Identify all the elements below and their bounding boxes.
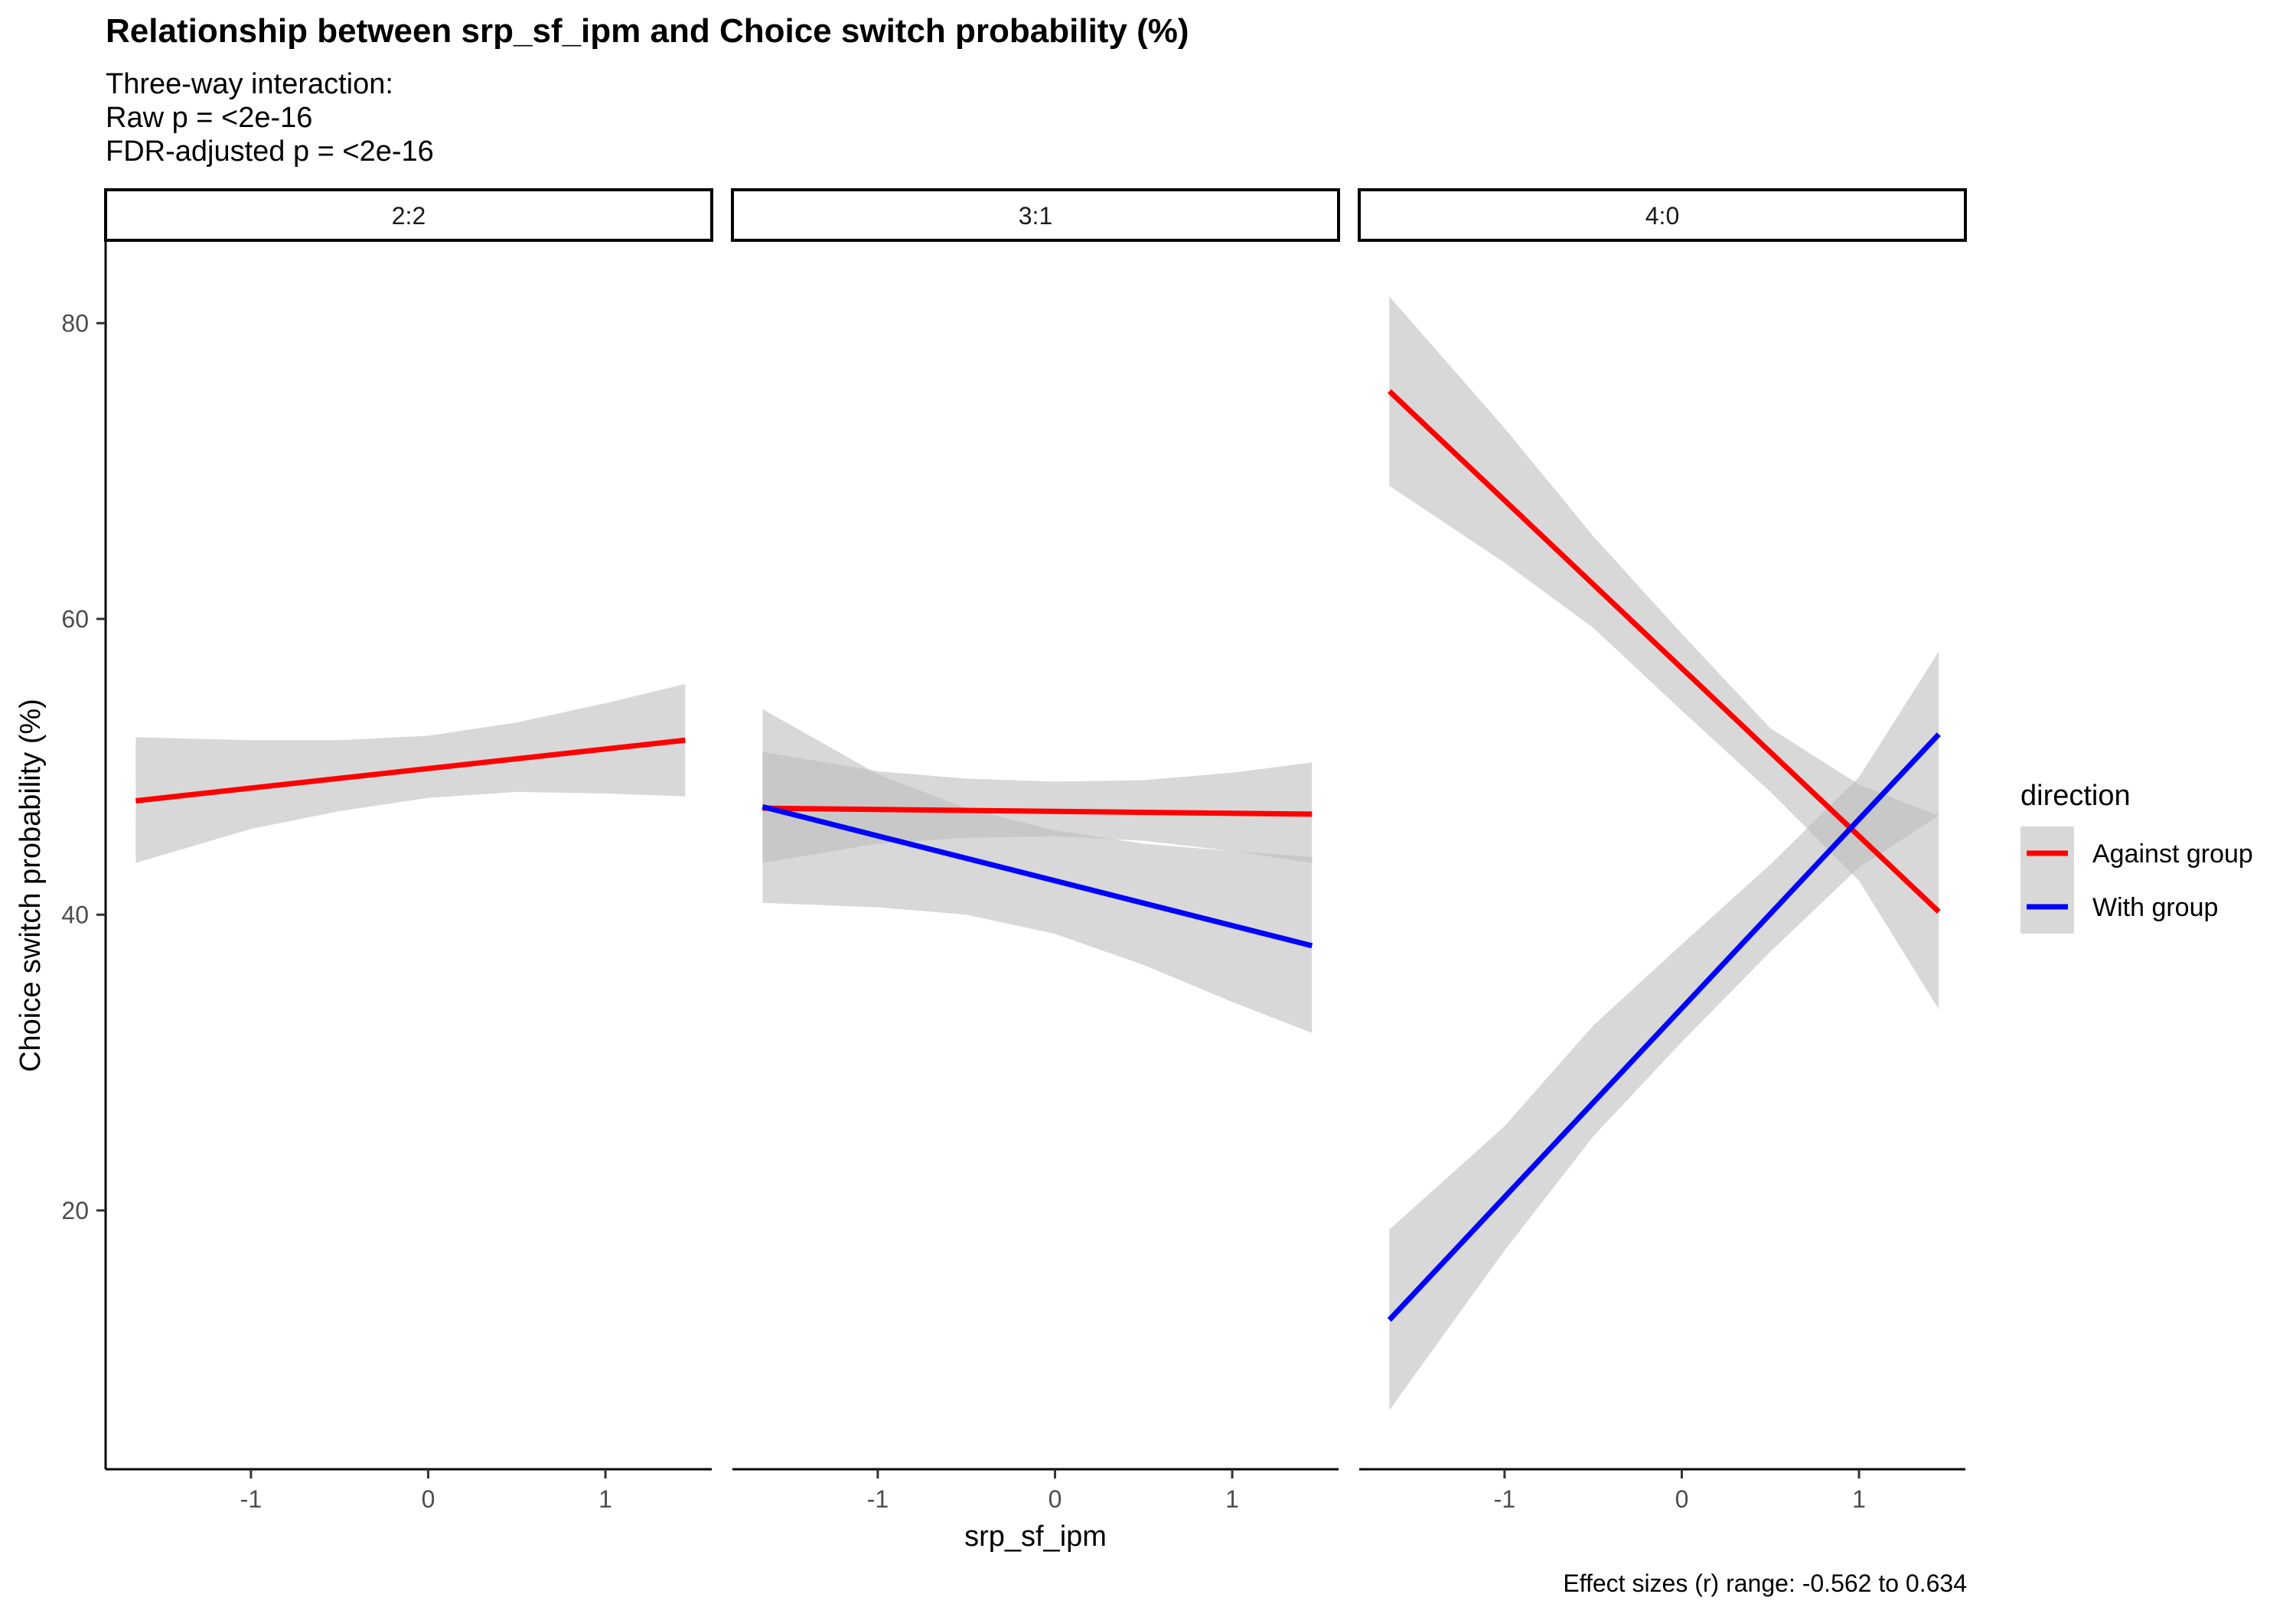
facet-panel-2-2: 2:2 -1 0 1 <box>104 188 713 1513</box>
chart-caption: Effect sizes (r) range: -0.562 to 0.634 <box>1563 1570 1967 1597</box>
trend-line-with-group <box>1387 732 1941 1322</box>
legend-entry-with-group: With group <box>2092 893 2218 922</box>
y-tick-label: 60 <box>61 605 89 633</box>
chart-subtitle-line-2: Raw p = <2e-16 <box>106 102 312 134</box>
confidence-band-against-group <box>135 683 686 863</box>
x-tick-label: -1 <box>1494 1485 1515 1513</box>
chart-subtitle-line-1: Three-way interaction: <box>106 68 393 100</box>
facet-strip <box>731 188 1340 242</box>
y-axis-label: Choice switch probability (%) <box>15 699 47 1072</box>
x-tick-label: 0 <box>1675 1485 1689 1513</box>
facet-strip-label: 2:2 <box>392 202 426 230</box>
x-tick-label: -1 <box>867 1485 889 1513</box>
facet-panel-3-1: 3:1 -1 0 1 <box>731 188 1340 1513</box>
legend-entry-against-group: Against group <box>2092 839 2253 869</box>
trend-line-with-group <box>762 804 1313 949</box>
y-tick-label: 20 <box>61 1197 89 1224</box>
x-tick-label: 1 <box>1225 1485 1239 1513</box>
legend-title: direction <box>2020 780 2131 812</box>
x-tick-label: 1 <box>598 1485 612 1513</box>
trend-line-against-group <box>135 737 686 804</box>
trend-line-against-group <box>1387 389 1941 914</box>
facet-strip <box>104 188 713 242</box>
facet-strip <box>1358 188 1967 242</box>
facet-panels: 2:2 -1 0 1 3:1 -1 0 1 4:0 -1 0 1 <box>104 188 1967 1513</box>
chart-subtitle-line-3: FDR-adjusted p = <2e-16 <box>106 135 434 168</box>
y-axis: 20 40 60 80 <box>61 242 107 1469</box>
legend: direction Against group With group <box>2020 780 2253 934</box>
y-tick-label: 40 <box>61 901 89 928</box>
facet-strip-label: 3:1 <box>1019 202 1052 230</box>
trend-line-against-group <box>762 805 1313 817</box>
facet-panel-4-0: 4:0 -1 0 1 <box>1358 188 1967 1513</box>
x-tick-label: 0 <box>1049 1485 1062 1513</box>
facet-strip-label: 4:0 <box>1645 202 1679 230</box>
y-tick-label: 80 <box>61 309 89 337</box>
x-tick-label: -1 <box>240 1485 262 1513</box>
x-tick-label: 1 <box>1852 1485 1866 1513</box>
chart-title: Relationship between srp_sf_ipm and Choi… <box>106 12 1189 50</box>
x-tick-label: 0 <box>422 1485 435 1513</box>
confidence-band-with-group <box>762 709 1313 1033</box>
x-axis-label: srp_sf_ipm <box>964 1521 1107 1553</box>
